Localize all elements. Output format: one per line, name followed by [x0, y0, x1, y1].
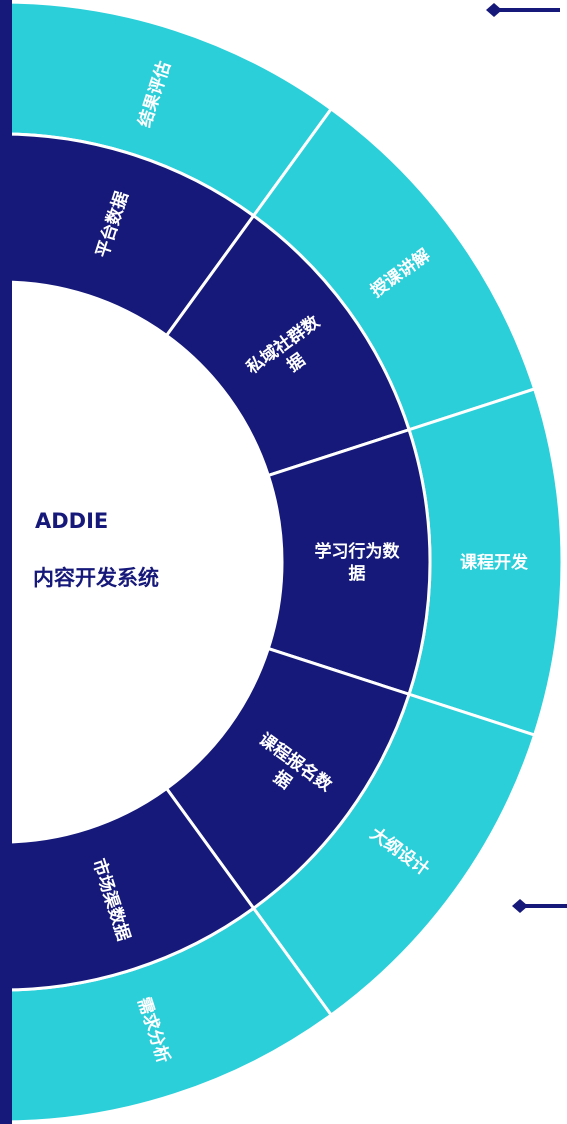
- segment-label: 课程开发: [460, 552, 529, 573]
- label-line: 据: [349, 563, 366, 584]
- left-strip: [0, 0, 12, 1124]
- arrow-top: [486, 3, 560, 17]
- center-title: ADDIE: [35, 509, 108, 533]
- label-line: 课程开发: [460, 552, 529, 573]
- center-subtitle: 内容开发系统: [33, 566, 159, 590]
- segment-label: 学习行为数据: [315, 541, 401, 584]
- inner-ring-segment: [266, 427, 432, 697]
- arrow-bottom: [512, 899, 567, 913]
- label-line: 学习行为数: [315, 541, 401, 562]
